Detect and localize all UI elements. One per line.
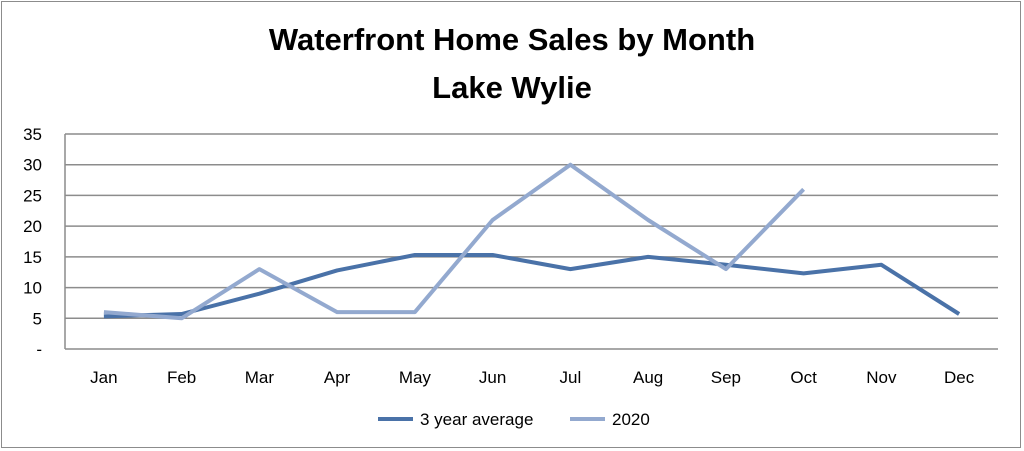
chart-subtitle: Lake Wylie — [432, 70, 592, 105]
y-tick-label: 10 — [23, 279, 42, 298]
x-tick-label: Jun — [479, 368, 506, 387]
chart-title: Waterfront Home Sales by Month — [268, 22, 756, 57]
y-tick-label: 5 — [33, 309, 42, 328]
y-tick-label: 30 — [23, 156, 42, 175]
legend-label: 3 year average — [420, 410, 533, 429]
y-tick-label: - — [36, 340, 42, 359]
y-tick-label: 35 — [23, 125, 42, 144]
x-tick-label: Sep — [711, 368, 741, 387]
x-tick-label: Jul — [560, 368, 582, 387]
legend-label: 2020 — [612, 410, 650, 429]
y-tick-label: 25 — [23, 186, 42, 205]
x-tick-label: Nov — [866, 368, 897, 387]
x-tick-label: Aug — [633, 368, 663, 387]
x-tick-label: Oct — [790, 368, 817, 387]
x-tick-label: May — [399, 368, 432, 387]
y-tick-label: 15 — [23, 248, 42, 267]
x-tick-label: Feb — [167, 368, 196, 387]
x-tick-label: Dec — [944, 368, 975, 387]
x-tick-label: Jan — [90, 368, 117, 387]
x-tick-label: Apr — [324, 368, 351, 387]
y-tick-label: 20 — [23, 217, 42, 236]
series-line-1 — [103, 162, 806, 321]
series-line-0 — [103, 253, 961, 319]
x-tick-label: Mar — [245, 368, 275, 387]
